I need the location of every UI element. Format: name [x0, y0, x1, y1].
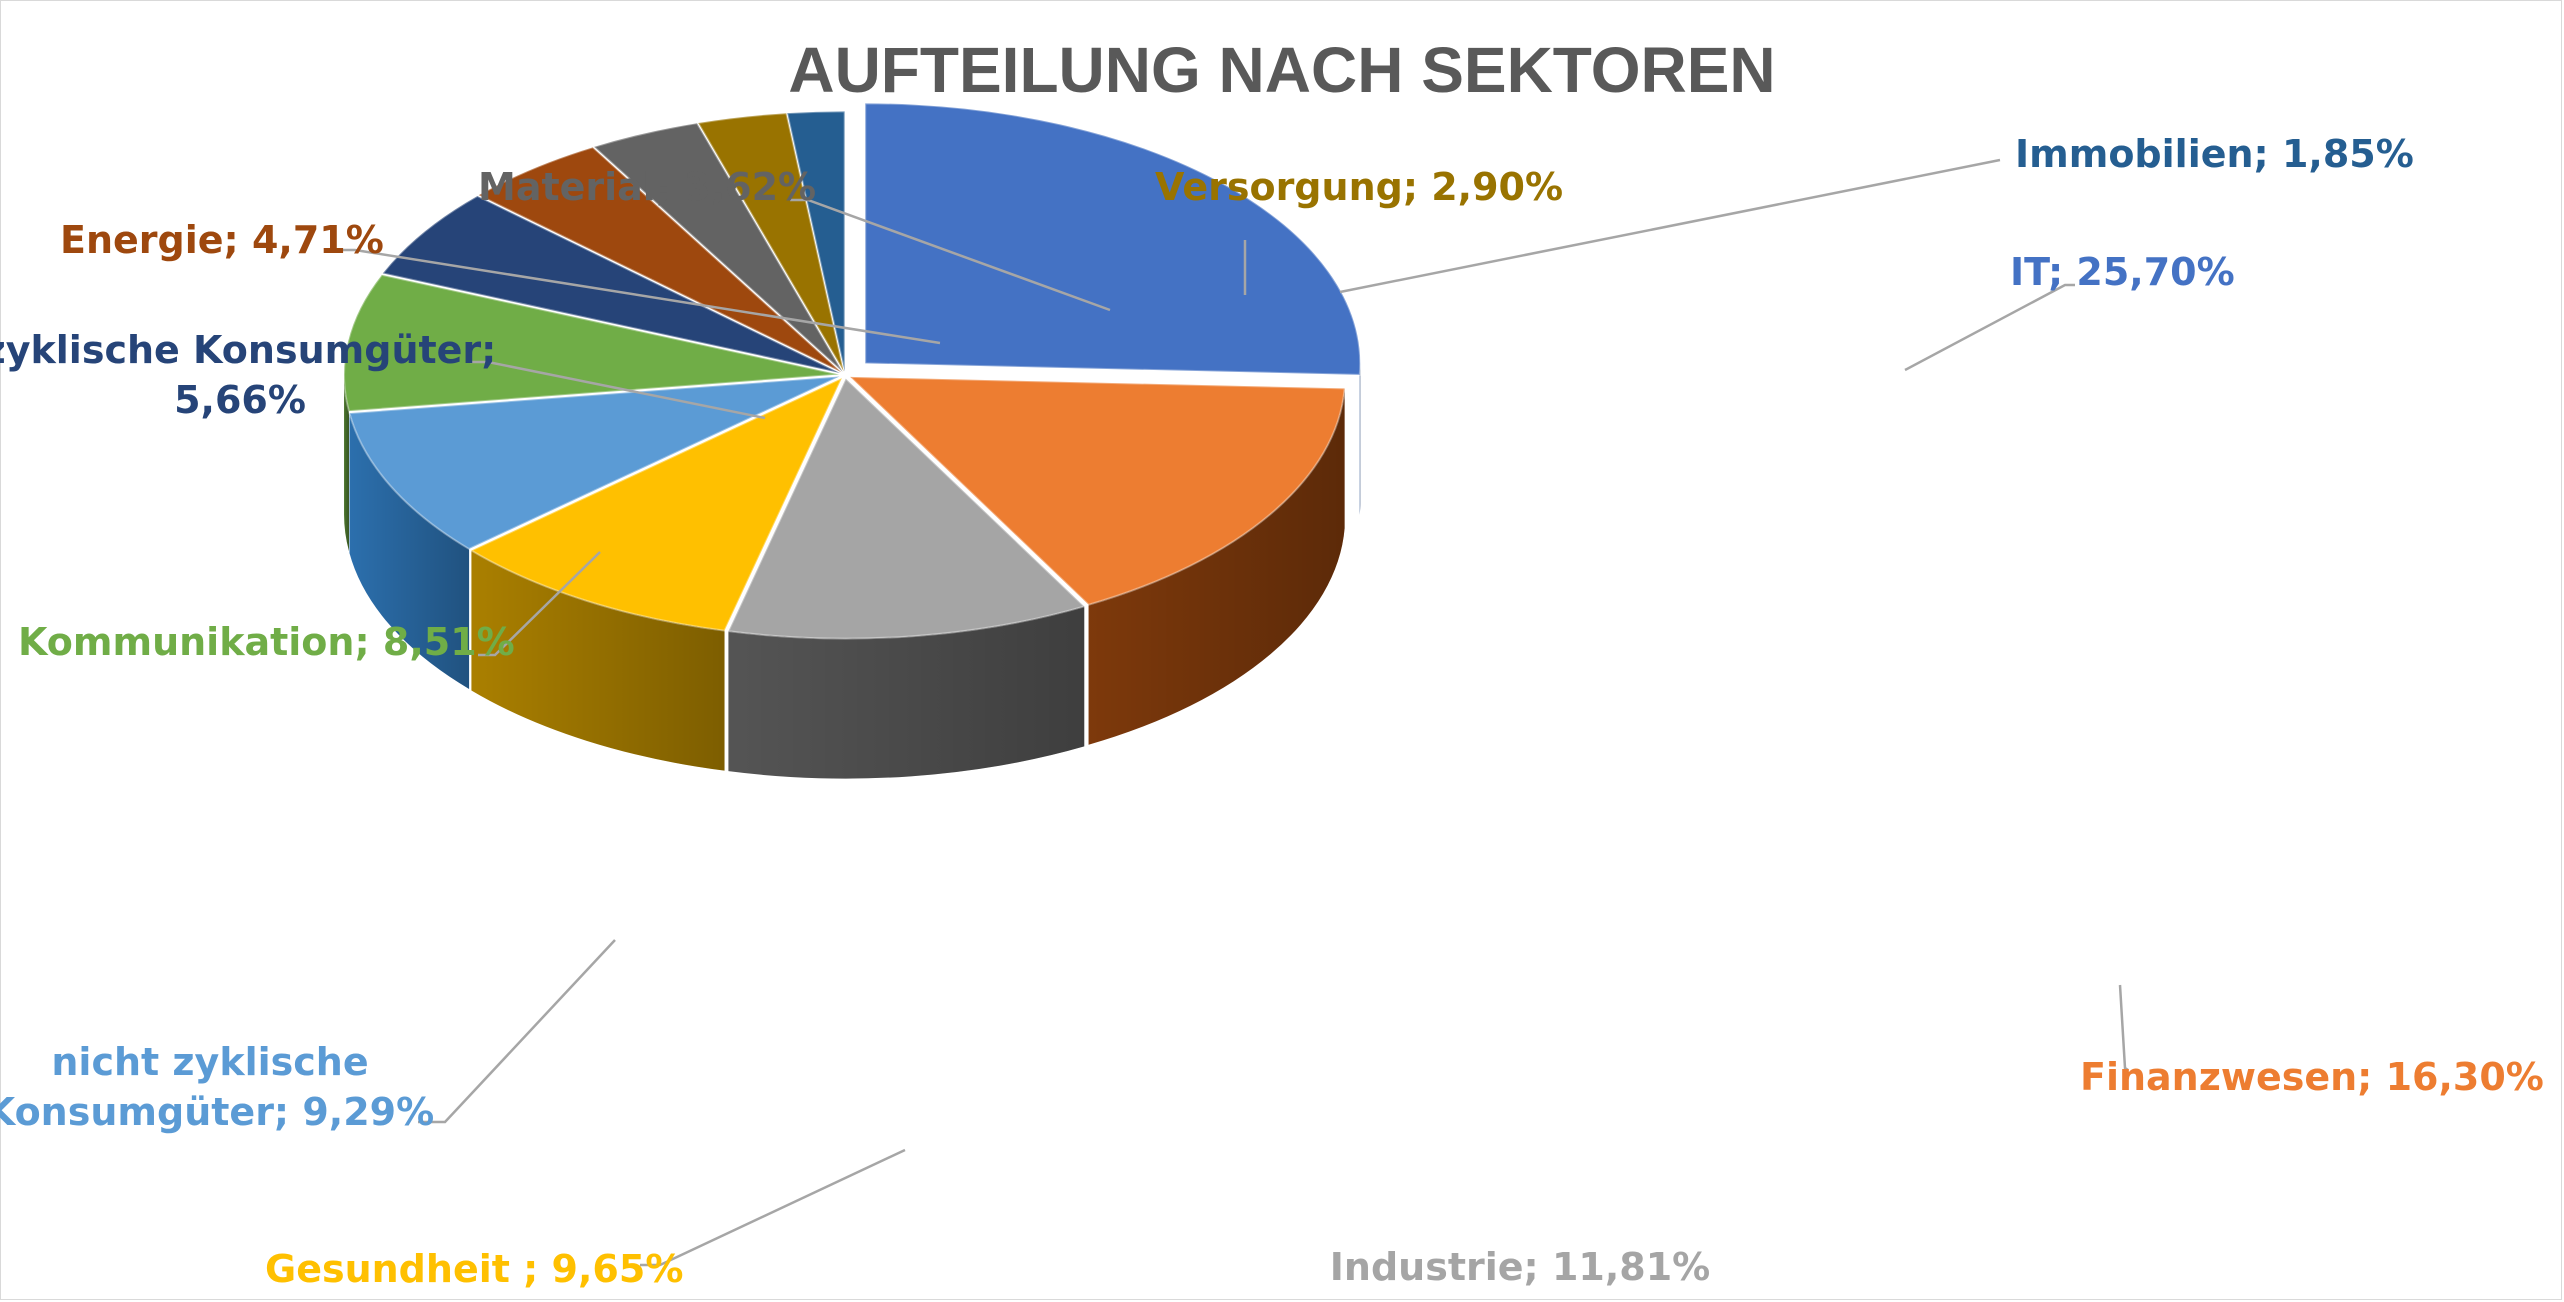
slice-immobilien: [786, 110, 846, 372]
data-label-it: IT; 25,70%: [2010, 250, 2235, 294]
slice-side-shade-gesundheit: [471, 550, 725, 771]
slice-material: [592, 122, 844, 373]
slice-nicht-zyklische-konsumgüter: [348, 375, 840, 551]
leader-line-energie: [340, 248, 941, 345]
slice-energie: [476, 146, 842, 374]
slice-side-shade-kommunikation: [344, 374, 349, 552]
data-label-zyklische-konsumgüter: zyklische Konsumgüter; 5,66%: [0, 328, 496, 422]
data-labels: IT; 25,70% Finanzwesen; 16,30% Industrie; …: [0, 132, 2544, 1291]
data-label-energie: Energie; 4,71%: [60, 218, 384, 262]
leader-line-immobilien: [1339, 158, 2001, 294]
slice-side-shade-nicht-zyklische-konsumgüter: [349, 413, 470, 689]
data-label-line-nicht-zyklische-konsumgüter-2: Konsumgüter; 9,29%: [0, 1090, 434, 1134]
data-label-immobilien: Immobilien; 1,85%: [2015, 132, 2414, 176]
data-label-industrie: Industrie; 11,81%: [1330, 1245, 1710, 1289]
data-label-line-zyklische-konsumgüter-2: 5,66%: [174, 378, 306, 422]
leader-line-gesundheit: [640, 1148, 906, 1267]
data-label-material: Material; 3,62%: [478, 165, 816, 209]
data-label-nicht-zyklische-konsumgüter: nicht zyklische Konsumgüter; 9,29%: [0, 1040, 434, 1134]
data-label-line-zyklische-konsumgüter-1: zyklische Konsumgüter;: [0, 328, 496, 372]
chart-title: AUFTEILUNG NACH SEKTOREN: [788, 34, 1775, 106]
slice-gesundheit: [469, 376, 844, 632]
slice-zyklische-konsumgüter: [380, 194, 841, 375]
leader-line-it: [1904, 283, 2075, 372]
data-label-line-nicht-zyklische-konsumgüter-1: nicht zyklische: [51, 1040, 368, 1084]
leader-line-material: [790, 198, 1111, 312]
leader-line-kommunikation: [478, 551, 601, 657]
leader-lines: [340, 158, 2129, 1267]
leader-line-finanzwesen: [2118, 984, 2129, 1072]
slice-it: [864, 102, 1362, 376]
slice-finanzwesen: [847, 375, 1346, 606]
slice-side-shade-finanzwesen: [1088, 388, 1345, 745]
leader-line-zyklische-konsumgüter: [470, 360, 766, 420]
data-label-finanzwesen: Finanzwesen; 16,30%: [2080, 1055, 2544, 1099]
data-label-gesundheit: Gesundheit ; 9,65%: [265, 1247, 683, 1291]
data-label-versorgung: Versorgung; 2,90%: [1155, 165, 1563, 209]
slice-kommunikation: [343, 273, 840, 413]
slice-side-shade-industrie: [728, 606, 1085, 779]
slice-versorgung: [696, 112, 845, 372]
pie-slices: [343, 102, 1362, 779]
slice-industrie: [726, 376, 1087, 640]
leader-line-nicht-zyklische-konsumgüter: [418, 939, 616, 1124]
data-label-kommunikation: Kommunikation; 8,51%: [18, 620, 515, 664]
